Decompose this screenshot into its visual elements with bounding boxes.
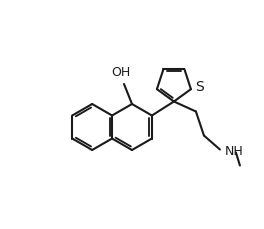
- Text: S: S: [195, 80, 204, 94]
- Text: OH: OH: [111, 66, 131, 79]
- Text: NH: NH: [225, 145, 244, 158]
